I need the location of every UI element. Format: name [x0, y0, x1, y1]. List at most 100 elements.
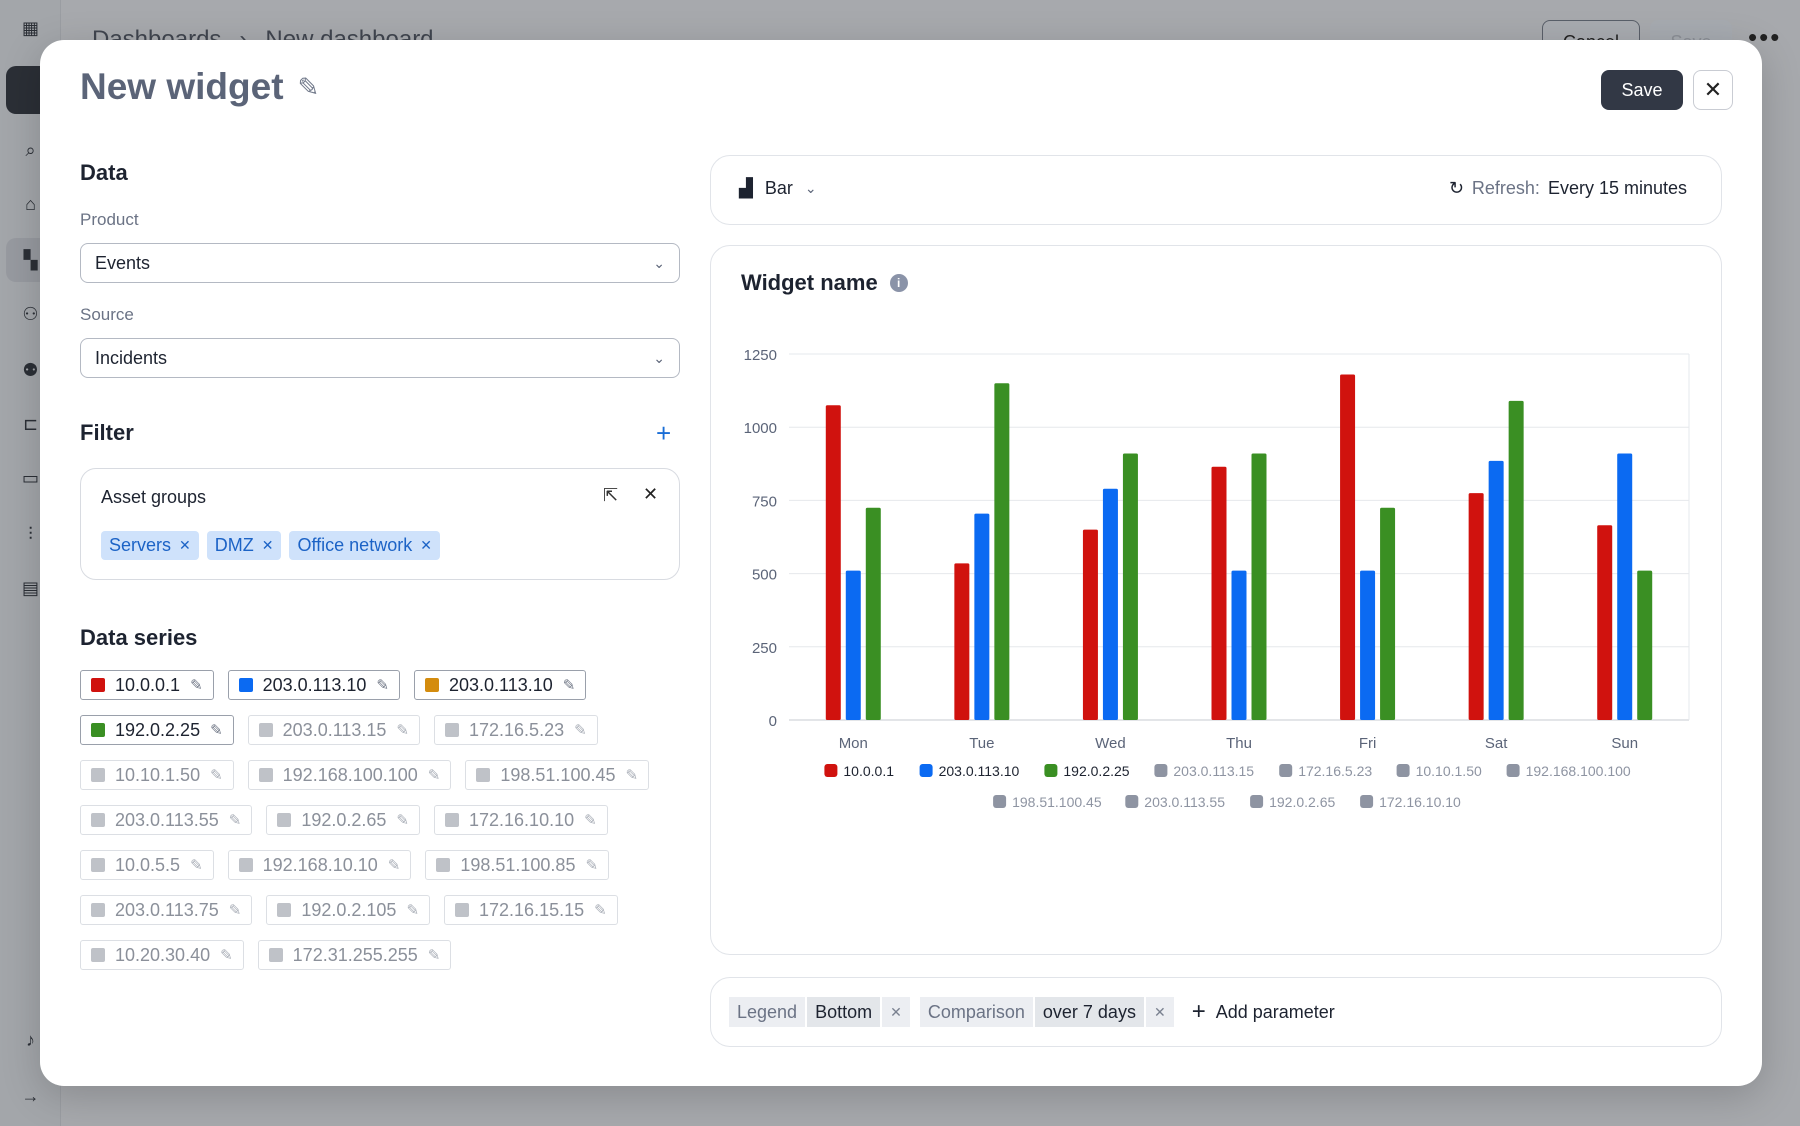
series-color-swatch[interactable] — [258, 723, 273, 737]
external-link-icon[interactable]: ⇱ — [603, 485, 619, 505]
edit-pencil-icon[interactable]: ✎ — [562, 677, 576, 694]
comparison-parameter[interactable]: Comparison over 7 days ✕ — [919, 997, 1174, 1027]
series-color-swatch[interactable] — [258, 768, 273, 782]
edit-pencil-icon[interactable]: ✎ — [210, 767, 223, 784]
chip-close-icon[interactable]: ✕ — [261, 537, 274, 553]
remove-filter-close-icon[interactable]: ✕ — [643, 484, 659, 504]
data-series-tag[interactable]: 203.0.113.10 ✎ — [413, 670, 587, 700]
home-icon[interactable]: ⌂ — [25, 193, 36, 214]
series-color-swatch[interactable] — [455, 903, 470, 917]
data-series-tag[interactable]: 172.16.10.10 ✎ — [434, 805, 608, 835]
data-series-tag[interactable]: 192.168.10.10 ✎ — [227, 850, 412, 880]
apps-grid-icon[interactable]: ▦ — [21, 17, 39, 38]
edit-pencil-icon[interactable]: ✎ — [427, 947, 441, 964]
legend-swatch[interactable] — [1279, 764, 1293, 777]
series-color-swatch[interactable] — [91, 813, 105, 827]
legend-label[interactable]: 172.16.5.23 — [1298, 763, 1372, 779]
data-series-tag[interactable]: 10.0.5.5 ✎ — [80, 850, 214, 880]
legend-label[interactable]: 198.51.100.45 — [1012, 794, 1102, 810]
series-color-swatch[interactable] — [476, 768, 491, 782]
source-select[interactable]: Incidents ⌄ — [80, 338, 680, 378]
add-parameter-button[interactable]: + Add parameter — [1192, 998, 1335, 1026]
legend-parameter[interactable]: Legend Bottom ✕ — [729, 997, 910, 1027]
edit-pencil-icon[interactable]: ✎ — [387, 857, 401, 874]
series-color-swatch[interactable] — [91, 723, 105, 737]
collapse-icon[interactable]: → — [21, 1085, 40, 1106]
series-color-swatch[interactable] — [268, 948, 283, 962]
data-series-tag[interactable]: 10.0.0.1 ✎ — [80, 670, 214, 700]
data-series-tag[interactable]: 172.16.15.15 ✎ — [444, 895, 618, 925]
series-color-swatch[interactable] — [91, 903, 105, 917]
legend-swatch[interactable] — [1154, 764, 1168, 777]
series-color-swatch[interactable] — [238, 858, 253, 872]
series-color-swatch[interactable] — [277, 903, 292, 917]
data-series-tag[interactable]: 192.0.2.105 ✎ — [266, 895, 431, 925]
series-color-swatch[interactable] — [436, 858, 451, 872]
info-icon[interactable]: i — [889, 274, 908, 292]
legend-swatch[interactable] — [1360, 795, 1374, 808]
legend-label[interactable]: 192.0.2.25 — [1063, 763, 1129, 779]
edit-pencil-icon[interactable]: ✎ — [220, 947, 233, 964]
filter-chip[interactable]: Office network ✕ — [289, 531, 440, 560]
chart-type-select[interactable]: ▟ Bar ⌄ — [739, 178, 817, 199]
filter-chip[interactable]: DMZ ✕ — [206, 531, 282, 560]
comparison-param-value[interactable]: over 7 days — [1034, 997, 1144, 1027]
edit-pencil-icon[interactable]: ✎ — [585, 857, 599, 874]
legend-swatch[interactable] — [1506, 764, 1520, 777]
remove-param-close-icon[interactable]: ✕ — [882, 997, 910, 1027]
edit-pencil-icon[interactable]: ✎ — [594, 902, 607, 919]
edit-pencil-icon[interactable]: ✎ — [396, 722, 409, 739]
legend-label[interactable]: 172.16.10.10 — [1379, 794, 1461, 810]
series-color-swatch[interactable] — [424, 678, 439, 692]
series-color-swatch[interactable] — [91, 858, 105, 872]
data-series-tag[interactable]: 198.51.100.85 ✎ — [425, 850, 610, 880]
legend-swatch[interactable] — [1044, 764, 1058, 777]
legend-swatch[interactable] — [993, 795, 1007, 808]
sliders-icon[interactable]: ⫶ — [28, 523, 33, 544]
edit-pencil-icon[interactable]: ✎ — [228, 812, 242, 829]
workflow-icon[interactable]: ⊏ — [22, 413, 39, 434]
data-series-tag[interactable]: 172.16.5.23 ✎ — [434, 715, 598, 745]
filter-chip[interactable]: Servers ✕ — [101, 531, 199, 560]
series-color-swatch[interactable] — [445, 813, 459, 827]
data-series-tag[interactable]: 203.0.113.10 ✎ — [227, 670, 400, 700]
edit-pencil-icon[interactable]: ✎ — [190, 857, 203, 874]
series-color-swatch[interactable] — [91, 678, 105, 692]
legend-swatch[interactable] — [919, 764, 933, 777]
data-series-tag[interactable]: 192.0.2.65 ✎ — [266, 805, 420, 835]
legend-swatch[interactable] — [824, 764, 838, 777]
edit-pencil-icon[interactable]: ✎ — [427, 767, 441, 784]
user-settings-icon[interactable]: ⚉ — [22, 359, 39, 380]
data-series-tag[interactable]: 203.0.113.55 ✎ — [80, 805, 253, 835]
edit-title-pencil-icon[interactable]: ✎ — [297, 71, 320, 102]
edit-pencil-icon[interactable]: ✎ — [574, 722, 587, 739]
legend-swatch[interactable] — [1250, 795, 1264, 808]
series-color-swatch[interactable] — [445, 723, 459, 737]
legend-label[interactable]: 192.168.100.100 — [1526, 763, 1631, 779]
data-series-tag[interactable]: 10.10.1.50 ✎ — [80, 760, 234, 790]
edit-pencil-icon[interactable]: ✎ — [406, 902, 420, 919]
edit-pencil-icon[interactable]: ✎ — [396, 812, 409, 829]
legend-label[interactable]: 203.0.113.55 — [1144, 794, 1225, 810]
legend-label[interactable]: 203.0.113.10 — [939, 763, 1020, 779]
reports-icon[interactable]: ▤ — [21, 577, 39, 598]
edit-pencil-icon[interactable]: ✎ — [376, 677, 389, 694]
save-button[interactable]: Save — [1601, 70, 1683, 110]
legend-param-value[interactable]: Bottom — [807, 997, 881, 1027]
edit-pencil-icon[interactable]: ✎ — [190, 677, 203, 694]
chip-close-icon[interactable]: ✕ — [420, 537, 432, 553]
series-color-swatch[interactable] — [277, 813, 292, 827]
data-series-tag[interactable]: 192.168.100.100 ✎ — [247, 760, 452, 790]
add-filter-plus-icon[interactable]: + — [656, 418, 672, 448]
legend-label[interactable]: 192.0.2.65 — [1269, 794, 1335, 810]
edit-pencil-icon[interactable]: ✎ — [625, 767, 639, 784]
legend-swatch[interactable] — [1125, 795, 1139, 808]
edit-pencil-icon[interactable]: ✎ — [228, 902, 242, 919]
monitor-icon[interactable]: ▭ — [21, 467, 39, 488]
data-series-tag[interactable]: 192.0.2.25 ✎ — [80, 715, 234, 745]
bell-icon[interactable]: ♪ — [26, 1029, 35, 1050]
remove-param-close-icon[interactable]: ✕ — [1145, 997, 1174, 1027]
users-icon[interactable]: ⚇ — [22, 303, 39, 324]
product-select[interactable]: Events ⌄ — [80, 243, 680, 283]
legend-swatch[interactable] — [1396, 764, 1410, 777]
